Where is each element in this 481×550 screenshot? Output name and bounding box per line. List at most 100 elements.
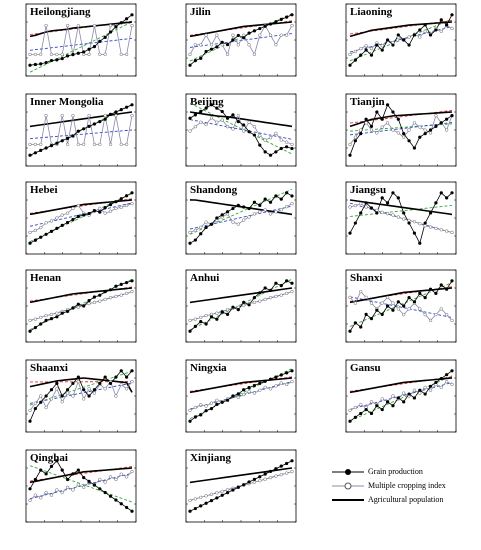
mci-point — [252, 480, 257, 484]
grain-point — [391, 191, 395, 195]
mci-point — [82, 397, 86, 401]
grain-point — [402, 304, 406, 308]
grain-point — [60, 139, 64, 143]
grain-point — [353, 58, 357, 62]
grain-point — [28, 63, 32, 67]
mci-point — [65, 142, 70, 147]
mci-point — [450, 318, 454, 323]
mci-point — [199, 225, 203, 229]
grain-point — [65, 54, 70, 58]
mci-point — [193, 125, 198, 129]
grain-point — [252, 133, 257, 137]
grain-point — [353, 139, 357, 143]
panel-title: Xinjiang — [190, 452, 231, 464]
mci-point — [268, 33, 273, 37]
grain-point — [92, 208, 97, 213]
mci-point — [359, 402, 363, 407]
grain-point — [285, 279, 289, 283]
mci-point — [39, 394, 43, 398]
grain-point — [33, 407, 37, 411]
grain-point — [209, 103, 214, 107]
mci-point — [60, 490, 64, 495]
mci-point — [444, 312, 449, 317]
trend-line — [29, 465, 133, 503]
grain-point — [263, 379, 267, 383]
grain-point — [407, 43, 411, 47]
mci-point — [114, 206, 118, 211]
mci-point — [33, 142, 38, 147]
grain-point — [44, 394, 48, 398]
mci-point — [103, 480, 107, 484]
mci-point — [76, 305, 80, 309]
mci-point — [199, 495, 203, 500]
grain-point — [204, 106, 208, 110]
mci-point — [92, 391, 97, 395]
mci-point — [258, 388, 262, 392]
mci-point — [444, 379, 449, 384]
pop-line — [189, 377, 293, 394]
grain-point — [98, 210, 102, 214]
grain-point — [434, 201, 438, 205]
grain-point — [220, 310, 224, 314]
mci-point — [103, 211, 107, 215]
mci-point — [119, 382, 123, 387]
grain-point — [418, 28, 422, 32]
panel-title: Ningxia — [190, 362, 227, 374]
legend: Grain production Multiple cropping index… — [330, 466, 480, 522]
grain-point — [44, 472, 48, 476]
grain-point — [76, 129, 80, 133]
grain-point — [119, 21, 123, 25]
grain-point — [204, 322, 208, 326]
grain-point — [274, 194, 278, 198]
mci-point — [268, 387, 273, 391]
mci-point — [119, 52, 123, 57]
mci-point — [450, 230, 454, 235]
grain-point — [33, 151, 37, 155]
trend-line — [189, 102, 293, 155]
grain-point — [188, 63, 192, 67]
mci-point — [263, 297, 267, 302]
grain-point — [103, 490, 107, 495]
mci-point — [188, 230, 192, 235]
mci-point — [439, 385, 443, 390]
mci-point — [290, 201, 294, 206]
grain-point — [445, 23, 449, 27]
panel-qinghai: Qinghai — [25, 449, 137, 523]
grain-point — [418, 241, 422, 245]
grain-point — [348, 63, 352, 67]
mci-point — [44, 405, 48, 410]
grain-point — [130, 103, 134, 107]
grain-point — [423, 221, 427, 225]
mci-point — [391, 394, 395, 398]
mci-point — [87, 52, 91, 57]
grain-point — [439, 191, 443, 195]
trend-line — [29, 193, 133, 243]
mci-point — [385, 211, 390, 216]
mci-point — [204, 122, 208, 127]
grain-point — [55, 226, 59, 230]
mci-point — [369, 301, 374, 305]
grain-point — [39, 400, 43, 404]
mci-point — [199, 315, 203, 320]
grain-point — [225, 312, 230, 316]
mci-point — [188, 318, 192, 323]
grain-point — [279, 17, 283, 21]
mci-point — [450, 382, 454, 387]
grain-point — [87, 479, 91, 483]
legend-pop-label: Agricultural population — [368, 495, 444, 504]
mci-point — [55, 488, 59, 492]
mci-point — [434, 312, 438, 317]
mci-point — [87, 113, 91, 118]
grain-point — [33, 62, 37, 67]
mci-point — [359, 128, 363, 132]
grain-point — [82, 476, 86, 480]
mci-point — [231, 220, 235, 224]
mci-point — [380, 397, 384, 401]
panel-hebei: Hebei — [25, 181, 137, 255]
mci-point — [188, 52, 192, 57]
grain-point — [375, 404, 379, 408]
grain-point — [119, 282, 123, 286]
grain-point — [55, 381, 59, 385]
mci-point — [364, 44, 368, 48]
mci-point — [204, 313, 208, 318]
